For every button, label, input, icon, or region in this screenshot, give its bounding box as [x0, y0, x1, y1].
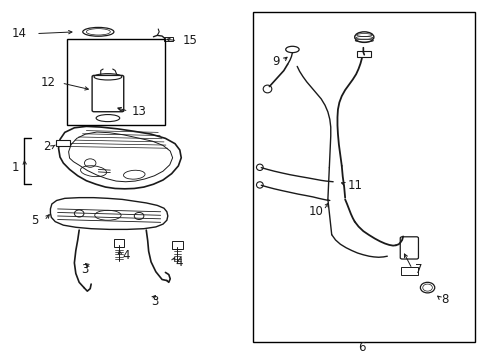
Bar	[253, 12, 473, 342]
Text: 8: 8	[440, 293, 447, 306]
Text: 2: 2	[43, 140, 50, 153]
Text: 7: 7	[414, 264, 421, 276]
Text: 4: 4	[122, 249, 129, 262]
Text: 14: 14	[11, 27, 26, 40]
Text: 9: 9	[271, 55, 279, 68]
Text: 5: 5	[31, 214, 39, 227]
Text: 3: 3	[81, 264, 89, 276]
Text: 1: 1	[12, 161, 19, 174]
FancyBboxPatch shape	[113, 239, 124, 247]
Bar	[67, 39, 165, 125]
FancyBboxPatch shape	[172, 241, 183, 249]
Text: 13: 13	[132, 105, 146, 118]
Text: 10: 10	[308, 205, 323, 218]
Text: 12: 12	[40, 76, 55, 90]
FancyBboxPatch shape	[56, 140, 69, 146]
Text: 4: 4	[175, 256, 182, 269]
Text: 6: 6	[357, 341, 365, 354]
Text: 15: 15	[182, 34, 197, 47]
Text: 11: 11	[347, 179, 362, 192]
Bar	[164, 37, 173, 41]
Text: 3: 3	[151, 295, 158, 308]
